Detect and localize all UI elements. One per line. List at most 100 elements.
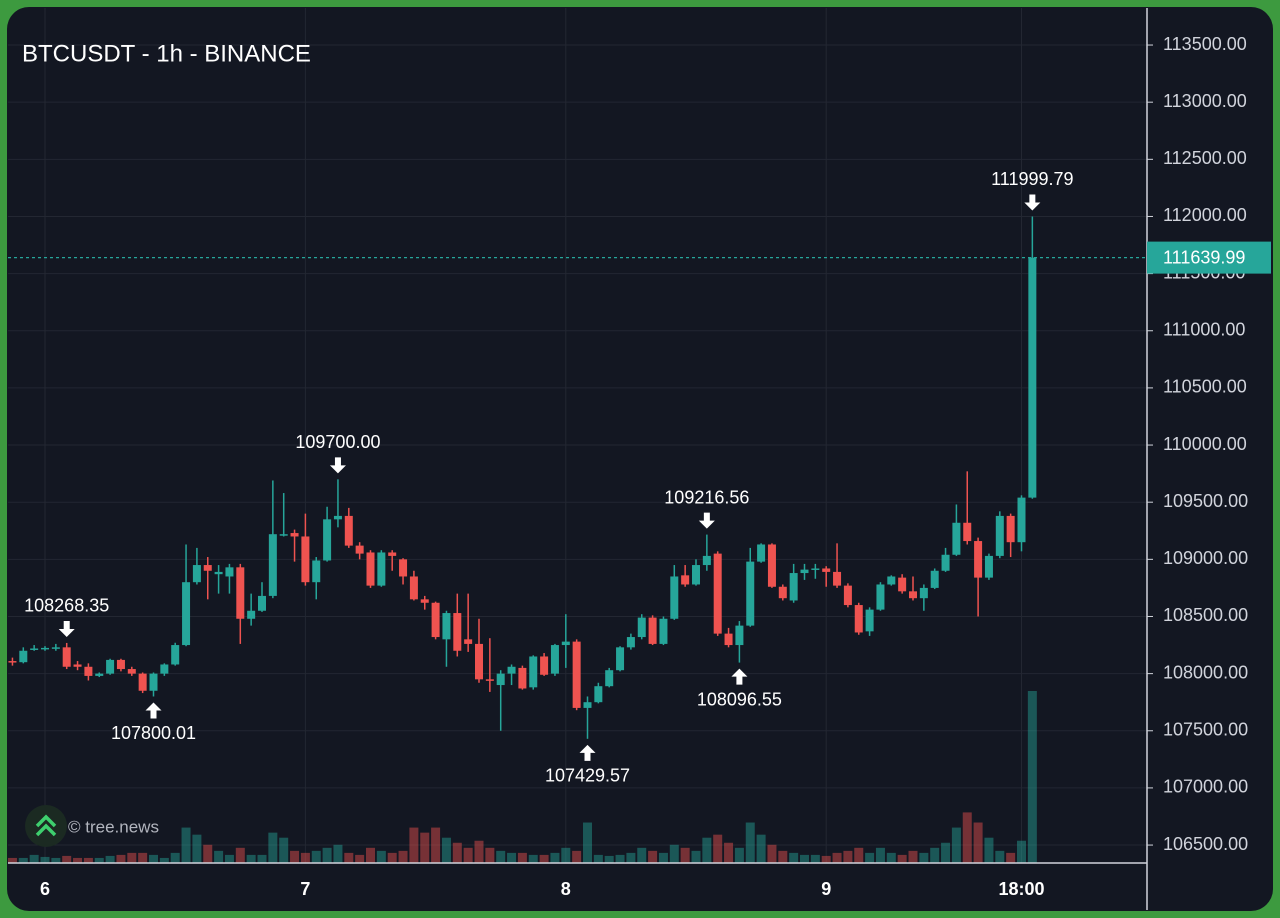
y-tick-label: 110000.00 (1163, 434, 1247, 454)
candle-body (767, 544, 776, 587)
candle-body (485, 679, 494, 681)
candle-body (247, 610, 256, 619)
candle-body (854, 605, 863, 633)
volume-bar (507, 852, 517, 863)
candle-body (746, 561, 755, 626)
candle-body (41, 647, 49, 650)
y-tick-label: 107000.00 (1163, 777, 1248, 797)
volume-bar (941, 842, 951, 863)
volume-bar (344, 852, 354, 863)
candle-body (626, 637, 635, 648)
volume-bar (648, 850, 658, 863)
volume-bar (387, 852, 397, 863)
volume-bar (18, 857, 28, 863)
annotation-label: 108096.55 (697, 689, 782, 709)
candle-body (833, 571, 842, 586)
volume-bar (300, 852, 310, 863)
volume-bar (246, 854, 256, 863)
watermark-text: © tree.news (68, 817, 159, 836)
volume-bar (626, 852, 636, 863)
candle-body (268, 534, 277, 596)
candle-body (236, 567, 245, 619)
volume-bar (192, 834, 202, 863)
candle-body (561, 641, 570, 646)
volume-bar (398, 850, 408, 863)
volume-bar (311, 850, 321, 863)
volume-bar (821, 855, 831, 863)
candle-body (518, 667, 527, 689)
candle-body (171, 645, 180, 665)
candle-body (507, 666, 516, 674)
candle-body (442, 613, 451, 640)
candle-body (453, 613, 462, 651)
grid (8, 8, 1147, 863)
volume-bar (843, 850, 853, 863)
volume-bar (73, 857, 83, 863)
candle-body (366, 552, 375, 586)
volume-bar (702, 837, 712, 863)
y-tick-label: 111000.00 (1163, 320, 1245, 340)
candle-body (898, 577, 907, 592)
volume-bar (680, 847, 690, 863)
volume-bar (159, 857, 169, 863)
candle-body (475, 643, 483, 680)
volume-bar (539, 854, 549, 863)
volume-bar (116, 854, 126, 863)
x-tick-label: 8 (561, 879, 571, 899)
volume-bar (962, 812, 972, 863)
candle-body (800, 569, 809, 574)
volume-bar (8, 857, 17, 863)
volume-bar (517, 852, 527, 863)
candle-body (984, 555, 993, 578)
candle-body (843, 585, 852, 606)
annotation-label: 107800.01 (111, 723, 196, 743)
candle-body (616, 647, 625, 671)
last-price-label: 111639.99 (1163, 247, 1245, 267)
candle-body (778, 586, 787, 599)
volume-bar (463, 847, 473, 863)
volume-bar (658, 852, 668, 863)
chart-panel (7, 7, 1273, 911)
volume-bar (170, 852, 180, 863)
volume-bar (572, 850, 582, 863)
volume-bar (767, 844, 777, 863)
candle-body (757, 544, 766, 562)
volume-bar (105, 855, 115, 863)
volume-bar (62, 855, 72, 863)
candle-body (149, 673, 158, 691)
candle-body (540, 656, 549, 675)
candle-body (887, 576, 896, 585)
volume-bar (1017, 840, 1026, 863)
x-tick-label: 6 (40, 879, 50, 899)
volume-bar (127, 852, 137, 863)
volume-bar (235, 847, 245, 863)
volume-bar (322, 847, 332, 863)
candle-body (822, 568, 831, 572)
volume-bar (919, 852, 929, 863)
y-tick-label: 106500.00 (1163, 834, 1248, 854)
volume-layer (8, 691, 1037, 863)
candle-body (106, 659, 115, 674)
candle-body (344, 515, 353, 546)
candle-body (930, 570, 939, 588)
volume-bar (420, 832, 430, 863)
volume-bar (94, 857, 104, 863)
volume-bar (355, 854, 365, 863)
volume-bar (951, 827, 961, 863)
annotation-label: 107429.57 (545, 766, 630, 786)
candle-body (62, 647, 71, 667)
candle-body (409, 576, 418, 600)
candle-body (214, 571, 223, 575)
candle-body (138, 673, 147, 691)
volume-bar (713, 834, 723, 863)
last-price-box (1147, 241, 1271, 274)
candle-body (529, 656, 538, 688)
candle-body (279, 534, 288, 536)
volume-bar (431, 827, 441, 863)
candle-body (865, 609, 874, 632)
axes: 106500.00 107000.00 107500.00 108000.00 1085… (40, 34, 1248, 899)
volume-bar (886, 852, 896, 863)
last-price: 111639.99 (8, 241, 1271, 274)
y-tick-label: 109500.00 (1163, 491, 1248, 511)
y-tick-label: 107500.00 (1163, 720, 1248, 740)
